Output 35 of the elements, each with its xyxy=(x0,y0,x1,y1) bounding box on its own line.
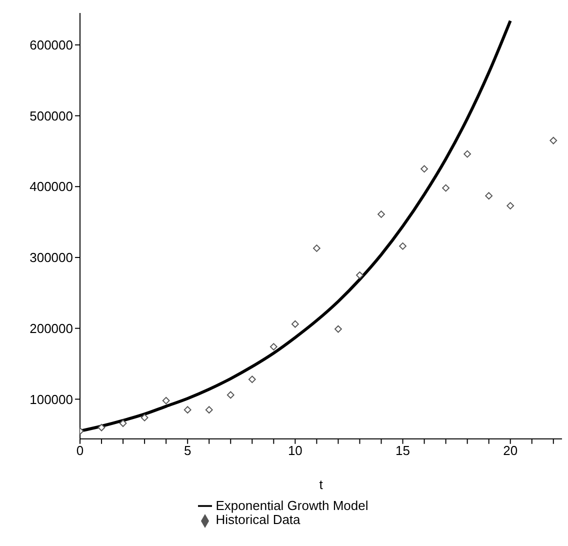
point xyxy=(248,376,256,384)
point xyxy=(485,192,493,200)
point xyxy=(205,406,213,414)
point xyxy=(506,202,514,210)
y-tick-label: 500000 xyxy=(30,108,73,124)
x-tick-label: 0 xyxy=(76,443,84,458)
y-tick-label: 300000 xyxy=(30,250,73,266)
point xyxy=(119,420,127,427)
point xyxy=(464,150,472,158)
legend-label: Exponential Growth Model xyxy=(216,498,368,513)
point xyxy=(162,396,170,404)
point xyxy=(442,184,450,192)
point xyxy=(550,136,558,144)
legend-label: Historical Data xyxy=(216,512,300,528)
x-tick-label: 20 xyxy=(503,443,518,458)
point xyxy=(226,391,234,399)
point xyxy=(98,424,106,432)
point xyxy=(378,210,385,218)
x-tick-label: 10 xyxy=(288,443,302,458)
y-tick-label: 100000 xyxy=(30,392,73,407)
x-tick-label: 5 xyxy=(184,443,192,458)
point xyxy=(356,271,364,279)
point xyxy=(399,242,406,250)
point xyxy=(140,414,148,422)
x-tick-label: 15 xyxy=(396,443,410,458)
point xyxy=(184,406,192,414)
y-tick-label: 200000 xyxy=(30,320,73,336)
point xyxy=(291,320,299,328)
point xyxy=(420,165,428,173)
point xyxy=(312,244,320,252)
x-axis-title: t xyxy=(319,476,324,492)
point xyxy=(334,325,342,333)
point xyxy=(270,343,278,350)
y-tick-label: 600000 xyxy=(30,38,73,52)
y-tick-label: 400000 xyxy=(30,179,73,194)
